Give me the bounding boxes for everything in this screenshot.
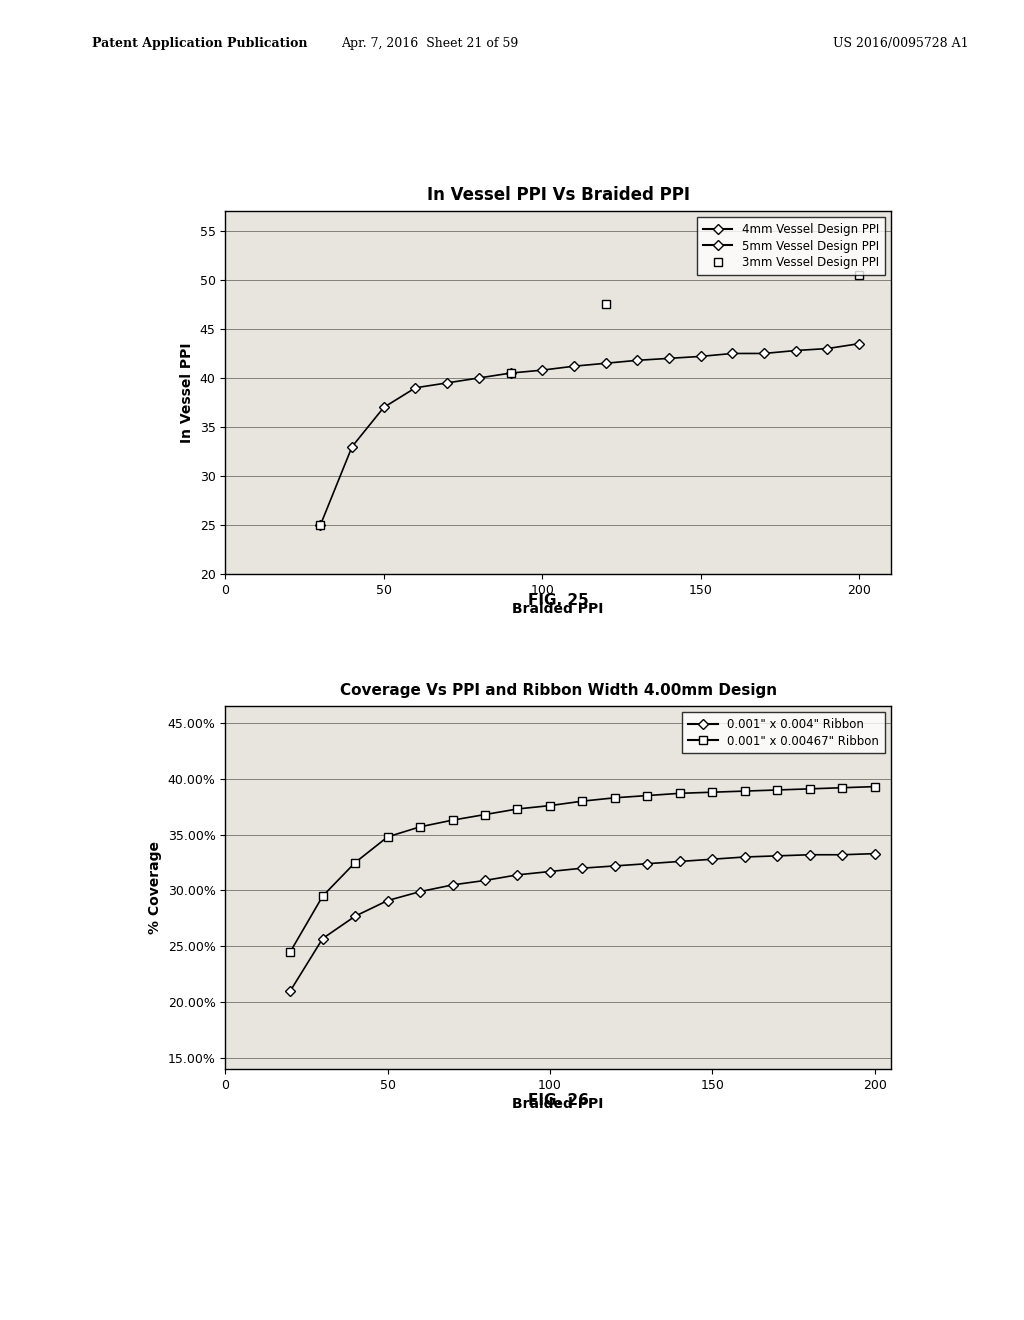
Legend: 0.001" x 0.004" Ribbon, 0.001" x 0.00467" Ribbon: 0.001" x 0.004" Ribbon, 0.001" x 0.00467… — [682, 711, 885, 754]
Text: FIG. 25: FIG. 25 — [527, 593, 589, 607]
Legend: 4mm Vessel Design PPI, 5mm Vessel Design PPI, 3mm Vessel Design PPI: 4mm Vessel Design PPI, 5mm Vessel Design… — [697, 216, 885, 275]
Text: Apr. 7, 2016  Sheet 21 of 59: Apr. 7, 2016 Sheet 21 of 59 — [341, 37, 519, 50]
Text: US 2016/0095728 A1: US 2016/0095728 A1 — [834, 37, 969, 50]
Title: Coverage Vs PPI and Ribbon Width 4.00mm Design: Coverage Vs PPI and Ribbon Width 4.00mm … — [340, 682, 776, 698]
Y-axis label: % Coverage: % Coverage — [148, 841, 162, 935]
Y-axis label: In Vessel PPI: In Vessel PPI — [180, 342, 194, 444]
Text: Patent Application Publication: Patent Application Publication — [92, 37, 307, 50]
Title: In Vessel PPI Vs Braided PPI: In Vessel PPI Vs Braided PPI — [427, 186, 689, 205]
X-axis label: Braided PPI: Braided PPI — [512, 602, 604, 616]
X-axis label: Braided PPI: Braided PPI — [512, 1097, 604, 1111]
Text: FIG. 26: FIG. 26 — [527, 1093, 589, 1107]
